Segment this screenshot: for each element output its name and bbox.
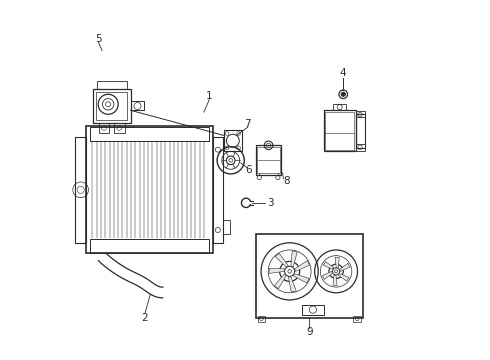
Bar: [86, 126, 213, 253]
Polygon shape: [333, 275, 337, 285]
Polygon shape: [275, 253, 289, 267]
Polygon shape: [269, 268, 285, 274]
Bar: [114, 123, 124, 133]
Circle shape: [341, 92, 345, 96]
Bar: [131, 102, 144, 111]
Bar: [75, 137, 86, 243]
Bar: [353, 316, 361, 322]
Text: 7: 7: [245, 118, 251, 129]
Bar: [333, 104, 346, 111]
Bar: [356, 114, 365, 148]
Bar: [256, 234, 363, 318]
Polygon shape: [338, 274, 349, 281]
Bar: [302, 305, 323, 315]
Text: 6: 6: [245, 165, 252, 175]
Bar: [323, 111, 356, 152]
Text: 3: 3: [267, 198, 273, 208]
Text: 2: 2: [142, 312, 148, 323]
Text: 1: 1: [206, 91, 213, 101]
Bar: [90, 239, 209, 252]
Text: 8: 8: [283, 176, 290, 186]
Bar: [356, 144, 365, 151]
Polygon shape: [295, 261, 310, 271]
Text: 9: 9: [306, 327, 313, 337]
Polygon shape: [323, 262, 334, 269]
Polygon shape: [293, 274, 309, 283]
Bar: [93, 89, 131, 123]
Bar: [96, 92, 127, 120]
Bar: [223, 220, 230, 234]
Bar: [223, 130, 242, 152]
Bar: [97, 81, 127, 89]
Bar: [356, 111, 365, 117]
Text: 4: 4: [340, 68, 346, 78]
Polygon shape: [291, 251, 297, 267]
Bar: [258, 316, 266, 322]
Bar: [90, 127, 209, 141]
Text: 5: 5: [95, 34, 102, 44]
Polygon shape: [322, 271, 332, 279]
Bar: [256, 145, 281, 175]
Polygon shape: [289, 277, 296, 292]
Polygon shape: [274, 274, 286, 289]
Bar: [257, 147, 280, 173]
Bar: [98, 123, 109, 133]
Polygon shape: [335, 257, 339, 267]
Polygon shape: [340, 263, 350, 271]
Bar: [213, 137, 223, 243]
Bar: [325, 112, 354, 150]
